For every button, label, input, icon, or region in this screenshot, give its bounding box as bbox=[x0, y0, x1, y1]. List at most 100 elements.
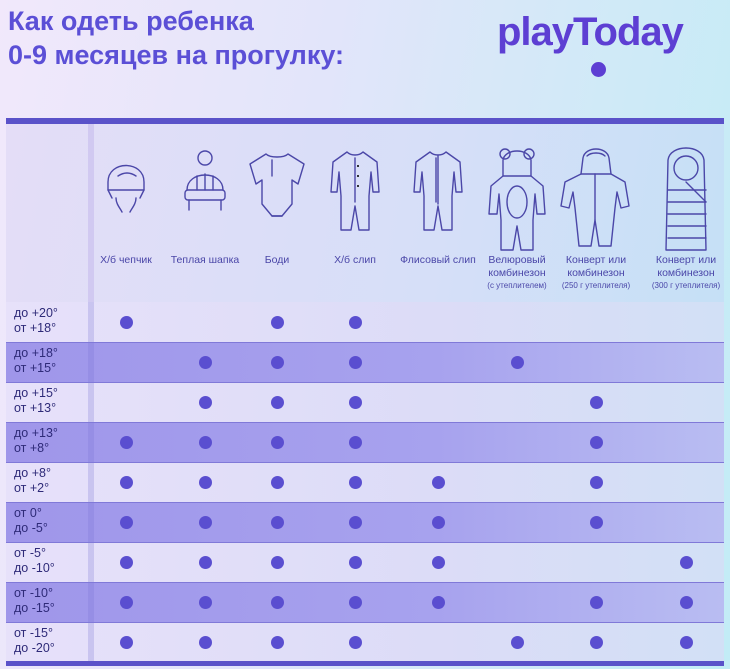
temperature-value: от +2° bbox=[14, 481, 50, 495]
recommended-dot bbox=[270, 315, 284, 329]
clothing-item-name: Боди bbox=[264, 254, 290, 266]
temperature-value: до +20° bbox=[14, 306, 58, 320]
clothing-item: Конверт или комбинезон (250 г утеплителя) bbox=[554, 124, 638, 302]
brand-logo-dot bbox=[591, 62, 606, 77]
clothing-item-note: (250 г утеплителя) bbox=[561, 281, 631, 290]
recommended-dot bbox=[198, 355, 212, 369]
temperature-value: до +15° bbox=[14, 386, 58, 400]
temperature-range-label: от -10° до -15° bbox=[14, 586, 55, 616]
recommended-dot bbox=[198, 515, 212, 529]
temperature-value: от -10° bbox=[14, 586, 53, 600]
row-divider bbox=[6, 582, 724, 583]
clothing-item-label: Велюровый комбинезон (с утеплителем) bbox=[479, 254, 555, 291]
recommended-dot bbox=[198, 635, 212, 649]
recommended-dot bbox=[198, 475, 212, 489]
row-separator bbox=[88, 542, 94, 582]
row-separator bbox=[88, 382, 94, 422]
recommended-dot bbox=[270, 635, 284, 649]
temperature-range-label: до +20° от +18° bbox=[14, 306, 58, 336]
recommended-dot bbox=[589, 515, 603, 529]
clothing-item-name: Теплая шапка bbox=[170, 254, 240, 266]
recommended-dot bbox=[431, 595, 445, 609]
recommended-dot bbox=[198, 555, 212, 569]
recommended-dot bbox=[431, 475, 445, 489]
clothing-item-note: (с утеплителем) bbox=[487, 281, 547, 290]
recommended-dot bbox=[270, 555, 284, 569]
row-divider bbox=[6, 542, 724, 543]
clothing-item: Флисовый слип bbox=[395, 124, 481, 302]
temperature-value: до -20° bbox=[14, 641, 55, 655]
table-header: Х/б чепчик Теплая шапка Боди Х/б слип Флисов… bbox=[6, 124, 724, 302]
recommended-dot bbox=[679, 555, 693, 569]
recommended-dot bbox=[679, 595, 693, 609]
temperature-range-label: до +8° от +2° bbox=[14, 466, 51, 496]
page-title: Как одеть ребенка 0-9 месяцев на прогулк… bbox=[8, 4, 344, 72]
recommended-dot bbox=[348, 635, 362, 649]
temperature-range-label: от 0° до -5° bbox=[14, 506, 48, 536]
clothing-item-label: Конверт или комбинезон (300 г утеплителя) bbox=[644, 254, 724, 291]
clothing-item: Теплая шапка bbox=[166, 124, 244, 302]
clothing-item-label: Х/б чепчик bbox=[88, 254, 164, 267]
recommended-dot bbox=[119, 475, 133, 489]
row-separator bbox=[88, 462, 94, 502]
recommended-dot bbox=[198, 435, 212, 449]
recommended-dot bbox=[119, 315, 133, 329]
table-row: от -10° до -15° bbox=[6, 582, 724, 622]
clothing-item-label: Теплая шапка bbox=[166, 254, 244, 267]
recommended-dot bbox=[431, 555, 445, 569]
temperature-value: от +13° bbox=[14, 401, 57, 415]
row-separator bbox=[88, 502, 94, 542]
temperature-value: от -5° bbox=[14, 546, 46, 560]
temperature-value: от +18° bbox=[14, 321, 57, 335]
title-line-2: 0-9 месяцев на прогулку: bbox=[8, 40, 344, 70]
row-separator bbox=[88, 342, 94, 382]
temperature-range-label: от -5° до -10° bbox=[14, 546, 55, 576]
table-row: до +13° от +8° bbox=[6, 422, 724, 462]
recommended-dot bbox=[589, 595, 603, 609]
recommended-dot bbox=[510, 355, 524, 369]
temperature-value: от +8° bbox=[14, 441, 50, 455]
recommended-dot bbox=[589, 435, 603, 449]
temperature-value: от -15° bbox=[14, 626, 53, 640]
recommended-dot bbox=[589, 395, 603, 409]
clothing-item-note: (300 г утеплителя) bbox=[651, 281, 721, 290]
row-separator bbox=[88, 302, 94, 342]
recommended-dot bbox=[348, 355, 362, 369]
clothing-item-name: Флисовый слип bbox=[400, 254, 476, 266]
recommended-dot bbox=[119, 635, 133, 649]
recommended-dot bbox=[270, 395, 284, 409]
row-divider bbox=[6, 622, 724, 623]
clothing-item-label: Х/б слип bbox=[317, 254, 393, 267]
temperature-range-label: до +15° от +13° bbox=[14, 386, 58, 416]
recommended-dot bbox=[589, 635, 603, 649]
clothing-item-name: Х/б чепчик bbox=[100, 254, 152, 266]
recommended-dot bbox=[510, 635, 524, 649]
table-row: от 0° до -5° bbox=[6, 502, 724, 542]
clothing-item: Конверт или комбинезон (300 г утеплителя) bbox=[644, 124, 724, 302]
recommended-dot bbox=[431, 515, 445, 529]
temperature-range-label: до +18° от +15° bbox=[14, 346, 58, 376]
recommended-dot bbox=[348, 395, 362, 409]
row-separator bbox=[88, 622, 94, 661]
table-row: до +20° от +18° bbox=[6, 302, 724, 342]
clothing-item: Велюровый комбинезон (с утеплителем) bbox=[479, 124, 555, 302]
recommended-dot bbox=[198, 395, 212, 409]
recommended-dot bbox=[348, 475, 362, 489]
header-separator bbox=[88, 124, 94, 302]
recommended-dot bbox=[348, 435, 362, 449]
row-divider bbox=[6, 462, 724, 463]
clothing-item: Боди bbox=[242, 124, 312, 302]
clothing-item-label: Боди bbox=[242, 254, 312, 267]
recommended-dot bbox=[119, 435, 133, 449]
recommended-dot bbox=[119, 595, 133, 609]
clothing-item-name: Х/б слип bbox=[334, 254, 376, 266]
temperature-value: до -5° bbox=[14, 521, 48, 535]
temperature-range-label: до +13° от +8° bbox=[14, 426, 58, 456]
title-line-1: Как одеть ребенка bbox=[8, 6, 254, 36]
temperature-value: до -10° bbox=[14, 561, 55, 575]
brand-logo: playToday bbox=[497, 8, 727, 80]
clothing-table: Х/б чепчик Теплая шапка Боди Х/б слип Флисов… bbox=[6, 118, 724, 666]
recommended-dot bbox=[198, 595, 212, 609]
temperature-value: до -15° bbox=[14, 601, 55, 615]
